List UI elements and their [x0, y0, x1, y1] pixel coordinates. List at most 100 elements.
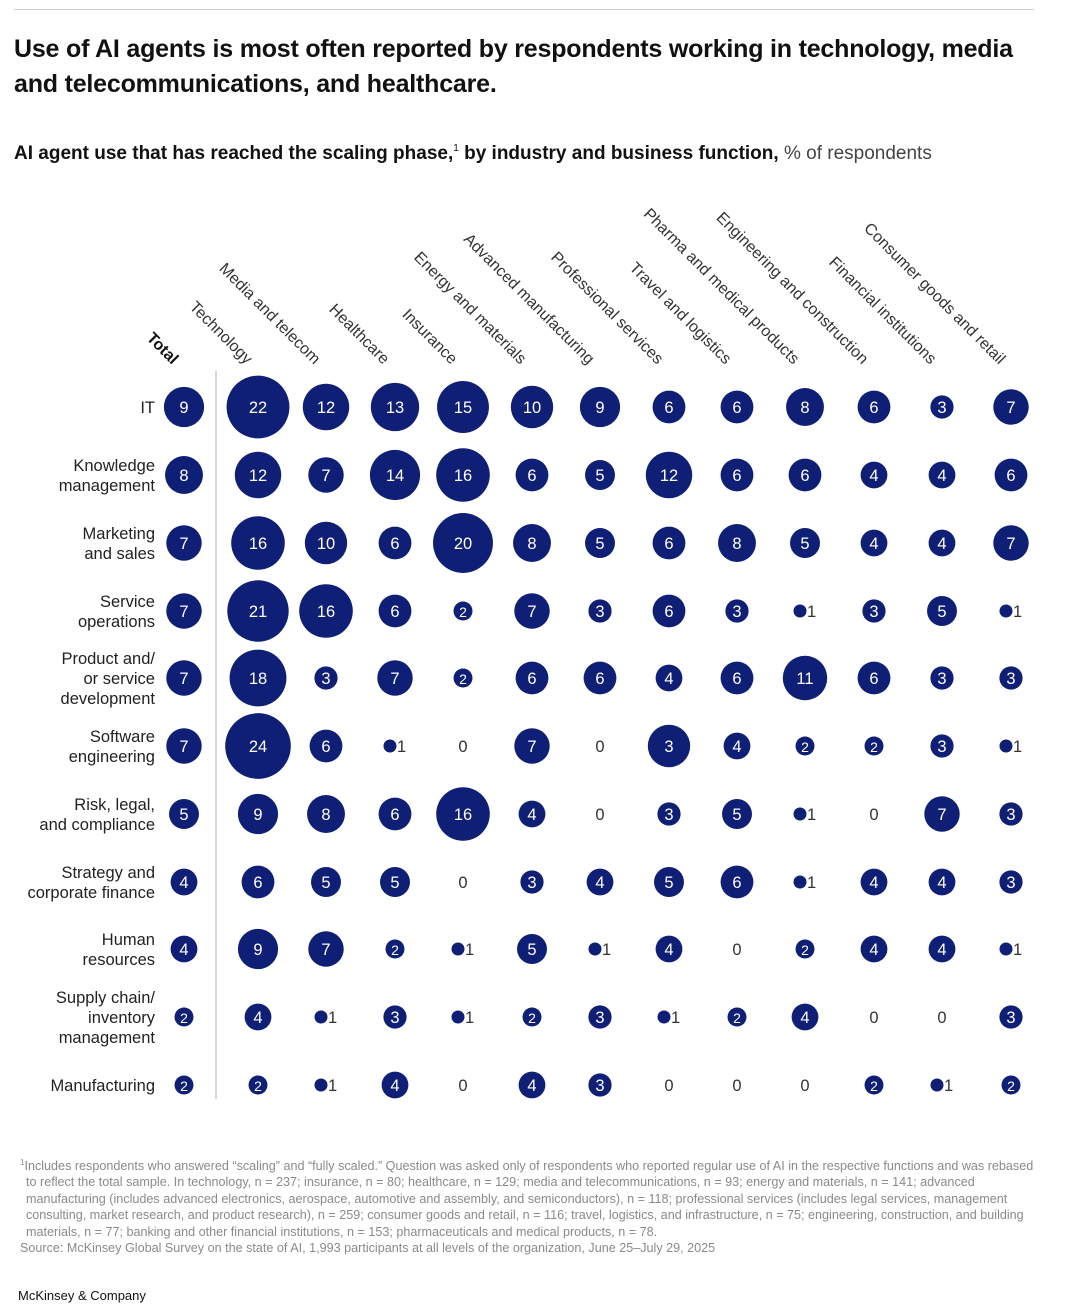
- data-label: 7: [179, 670, 188, 688]
- data-cell: 6: [994, 458, 1028, 492]
- bubble: [309, 729, 343, 763]
- bubble: [166, 593, 202, 629]
- data-cell: 6: [720, 661, 754, 695]
- data-cell: 2: [453, 601, 473, 621]
- data-label: 4: [937, 874, 946, 892]
- data-cell: 4: [723, 732, 751, 760]
- data-label: 5: [664, 874, 673, 892]
- data-label: 2: [180, 1078, 188, 1094]
- data-label: 5: [937, 603, 946, 621]
- data-cell: 10: [304, 521, 348, 565]
- data-label: 1: [807, 806, 816, 824]
- bubble: [862, 599, 886, 623]
- bubble: [790, 528, 820, 558]
- data-cell: 2: [385, 939, 405, 959]
- bubble: [993, 389, 1029, 425]
- data-label: 11: [796, 670, 813, 688]
- data-cell: 7: [993, 389, 1029, 425]
- bubble: [718, 524, 756, 562]
- bubble: [515, 458, 549, 492]
- data-label: 2: [459, 671, 467, 687]
- bubble: [585, 528, 615, 558]
- data-cell: 4: [655, 935, 683, 963]
- data-label: 5: [527, 941, 536, 959]
- data-cell: 21: [227, 580, 289, 642]
- data-cell: 3: [314, 666, 338, 690]
- data-cell: 0: [664, 1077, 673, 1095]
- data-cell: 6: [857, 390, 891, 424]
- bubble: [588, 1073, 612, 1097]
- bubble: [928, 461, 956, 489]
- data-label: 7: [937, 806, 946, 824]
- chart-subtitle: AI agent use that has reached the scalin…: [14, 137, 932, 166]
- bubble: [795, 939, 815, 959]
- data-cell: 3: [930, 734, 954, 758]
- bubble: [520, 870, 544, 894]
- data-cell: 8: [307, 795, 345, 833]
- data-label: 7: [321, 941, 330, 959]
- data-label: 4: [937, 535, 946, 553]
- bubble: [860, 935, 888, 963]
- data-label: 3: [1006, 1009, 1015, 1027]
- bubble: [383, 1005, 407, 1029]
- bubble: [451, 942, 465, 956]
- bubble: [308, 457, 344, 493]
- data-cell: 0: [869, 1009, 878, 1027]
- bubble: [381, 1071, 409, 1099]
- bubble: [241, 865, 275, 899]
- bubble: [928, 868, 956, 896]
- bubble: [514, 593, 550, 629]
- bubble: [226, 375, 290, 439]
- data-label: 2: [180, 1010, 188, 1026]
- bubble: [244, 1003, 272, 1031]
- data-label: 0: [595, 806, 604, 824]
- row-label: Risk, legal, and compliance: [39, 796, 155, 834]
- data-cell: 8: [513, 524, 551, 562]
- column-header: Total: [143, 330, 181, 368]
- data-cell: 3: [657, 802, 681, 826]
- data-cell: 2: [453, 668, 473, 688]
- data-label: 4: [937, 941, 946, 959]
- data-label: 7: [1006, 399, 1015, 417]
- data-cell: 7: [166, 660, 202, 696]
- data-label: 5: [595, 467, 604, 485]
- data-label: 9: [179, 399, 188, 417]
- data-label: 1: [1013, 941, 1022, 959]
- bubble: [793, 875, 807, 889]
- data-label: 3: [937, 738, 946, 756]
- footnote-text: 1Includes respondents who answered “scal…: [20, 1158, 1034, 1239]
- bubble: [652, 594, 686, 628]
- column-header: Advanced manufacturing: [460, 231, 597, 368]
- bubble: [299, 584, 353, 638]
- bubble: [166, 525, 202, 561]
- bubble: [652, 390, 686, 424]
- data-cell: 3: [930, 395, 954, 419]
- data-cell: 4: [928, 529, 956, 557]
- data-label: 4: [732, 738, 741, 756]
- data-cell: 6: [720, 390, 754, 424]
- data-cell: 12: [234, 451, 282, 499]
- data-label: 6: [527, 670, 536, 688]
- data-label: 6: [253, 874, 262, 892]
- column-header: Professional services: [547, 249, 666, 368]
- data-cell: 2: [522, 1007, 542, 1027]
- data-cell: 3: [520, 870, 544, 894]
- bubble: [793, 604, 807, 618]
- data-label: 14: [386, 467, 404, 485]
- row-label: Human resources: [83, 931, 155, 969]
- data-label: 2: [254, 1078, 262, 1094]
- data-cell: 2: [795, 939, 815, 959]
- data-label: 5: [390, 874, 399, 892]
- data-cell: 3: [999, 666, 1023, 690]
- column-header: Insurance: [398, 306, 460, 368]
- data-label: 1: [328, 1009, 337, 1027]
- data-label: 4: [253, 1009, 262, 1027]
- data-cell: 4: [860, 461, 888, 489]
- bubble: [857, 661, 891, 695]
- data-cell: 3: [383, 1005, 407, 1029]
- data-cell: 5: [311, 867, 341, 897]
- data-cell: 5: [654, 867, 684, 897]
- bubble: [727, 1007, 747, 1027]
- data-cell: 6: [241, 865, 275, 899]
- data-label: 0: [869, 806, 878, 824]
